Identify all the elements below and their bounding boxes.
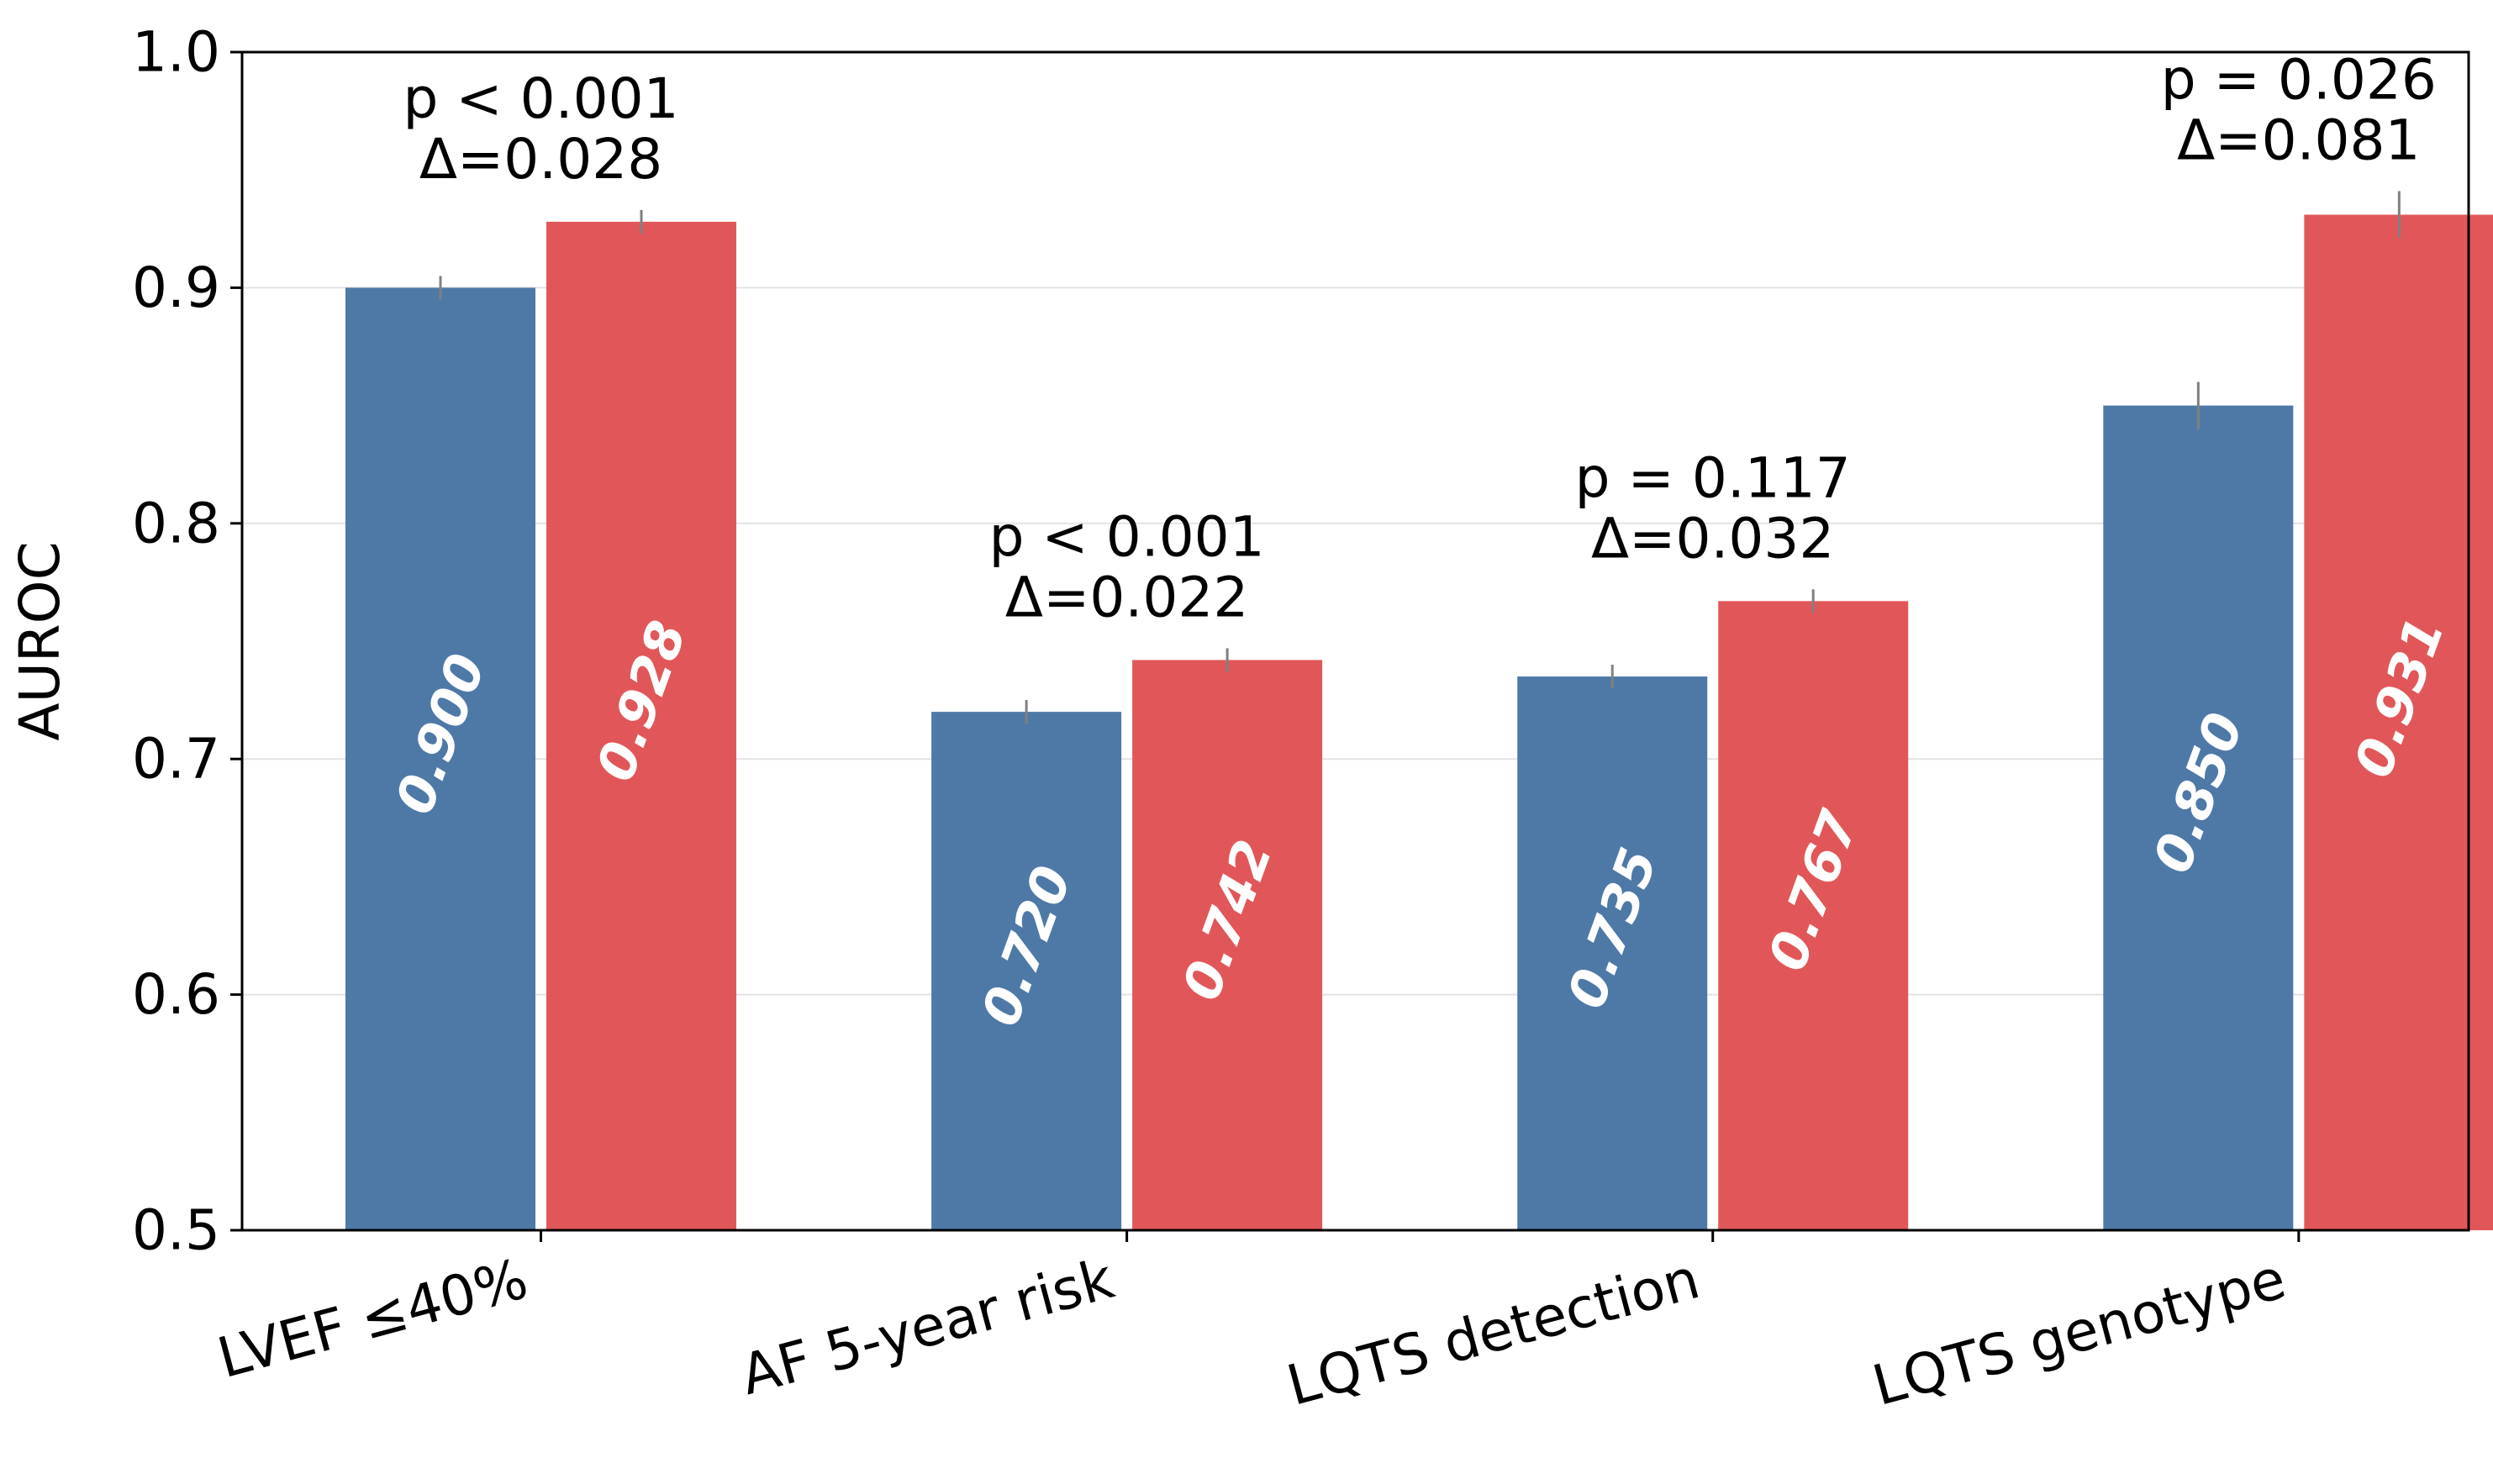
x-axis: LVEF ≤40% AF 5-year risk LQTS detection LQT… bbox=[211, 1230, 2301, 1418]
bars bbox=[345, 214, 2493, 1231]
p-value-annotation: p = 0.117 bbox=[1575, 445, 1851, 510]
y-tick-label: 0.5 bbox=[132, 1198, 220, 1263]
delta-annotation: Δ=0.081 bbox=[2177, 108, 2420, 172]
p-value-annotation: p < 0.001 bbox=[403, 66, 678, 131]
y-tick-label: 1.0 bbox=[132, 20, 220, 85]
x-tick-label: LQTS genotype bbox=[1866, 1246, 2292, 1418]
x-tick-label: LVEF ≤40% bbox=[211, 1246, 534, 1391]
error-bars bbox=[439, 191, 2401, 724]
p-value-annotation: p = 0.026 bbox=[2161, 47, 2437, 112]
delta-annotation: Δ=0.022 bbox=[1005, 565, 1248, 629]
bar bbox=[345, 287, 536, 1230]
bar bbox=[1718, 601, 1909, 1230]
bar bbox=[931, 712, 1122, 1230]
y-tick-label: 0.9 bbox=[132, 255, 220, 320]
p-value-annotation: p < 0.001 bbox=[989, 504, 1265, 569]
x-tick-label: LQTS detection bbox=[1280, 1246, 1705, 1418]
y-tick-label: 0.7 bbox=[132, 727, 220, 792]
plot-frame bbox=[240, 50, 2470, 1232]
y-tick-label: 0.8 bbox=[132, 491, 220, 555]
bar bbox=[2103, 405, 2294, 1231]
bar bbox=[546, 221, 737, 1231]
bar bbox=[1517, 676, 1708, 1230]
bar bbox=[2304, 214, 2493, 1231]
delta-annotation: Δ=0.028 bbox=[419, 127, 662, 192]
y-axis: 0.5 0.6 0.7 0.8 0.9 1.0 bbox=[132, 20, 242, 1263]
y-tick-label: 0.6 bbox=[132, 962, 220, 1027]
delta-annotation: Δ=0.032 bbox=[1591, 506, 1834, 571]
y-axis-title: AUROC bbox=[8, 541, 72, 740]
bar bbox=[1132, 660, 1323, 1230]
x-tick-label: AF 5-year risk bbox=[734, 1246, 1120, 1408]
